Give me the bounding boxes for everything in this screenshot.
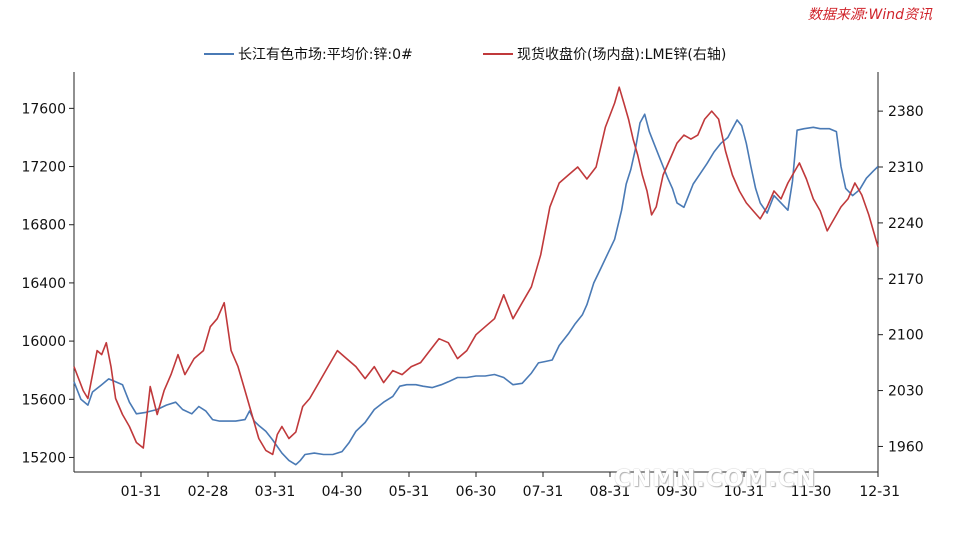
x-tick-label: 10-31 — [724, 484, 765, 500]
x-tick-label: 02-28 — [188, 484, 229, 500]
left-tick-label: 16800 — [21, 218, 66, 234]
legend-item-zinc-changjiang: 长江有色市场:平均价:锌:0# — [204, 44, 413, 64]
x-tick-label: 06-30 — [456, 484, 497, 500]
right-tick-label: 2240 — [888, 216, 924, 232]
left-tick-label: 15600 — [21, 392, 66, 408]
x-tick-label: 04-30 — [322, 484, 363, 500]
right-y-ticks: 1960 2030 2100 2170 2240 2310 2380 — [878, 104, 924, 455]
left-tick-label: 17600 — [21, 101, 66, 117]
right-tick-label: 2380 — [888, 104, 924, 120]
source-label: 数据来源:Wind资讯 — [807, 7, 932, 23]
x-tick-label: 08-31 — [590, 484, 631, 500]
legend-label-zinc-changjiang: 长江有色市场:平均价:锌:0# — [238, 47, 413, 63]
left-tick-label: 15200 — [21, 450, 66, 466]
left-tick-label: 16000 — [21, 334, 66, 350]
left-y-ticks: 15200 15600 16000 16400 16800 17200 17600 — [21, 101, 74, 466]
legend-label-lme-zinc: 现货收盘价(场内盘):LME锌(右轴) — [517, 47, 727, 63]
right-tick-label: 2100 — [888, 328, 924, 344]
x-tick-label: 05-31 — [389, 484, 430, 500]
x-tick-label: 12-31 — [859, 484, 900, 500]
x-tick-label: 07-31 — [523, 484, 564, 500]
series-line-zinc-changjiang — [73, 113, 879, 466]
left-tick-label: 17200 — [21, 160, 66, 176]
legend-swatch-red — [483, 53, 513, 55]
right-tick-label: 2030 — [888, 384, 924, 400]
x-tick-label: 01-31 — [121, 484, 162, 500]
legend-swatch-blue — [204, 53, 234, 55]
left-tick-label: 16400 — [21, 276, 66, 292]
x-tick-label: 03-31 — [255, 484, 296, 500]
x-tick-label: 09-30 — [657, 484, 698, 500]
x-tick-label: 11-30 — [791, 484, 832, 500]
right-tick-label: 2170 — [888, 272, 924, 288]
right-tick-label: 1960 — [888, 439, 924, 455]
right-tick-label: 2310 — [888, 160, 924, 176]
series-line-lme-zinc — [73, 86, 879, 456]
watermark: CNMN.COM.CN — [614, 466, 817, 492]
x-ticks: 01-31 02-28 03-31 04-30 05-31 06-30 07-31 08-31… — [121, 472, 900, 500]
legend-item-lme-zinc: 现货收盘价(场内盘):LME锌(右轴) — [483, 44, 726, 64]
series-layer — [73, 86, 879, 466]
